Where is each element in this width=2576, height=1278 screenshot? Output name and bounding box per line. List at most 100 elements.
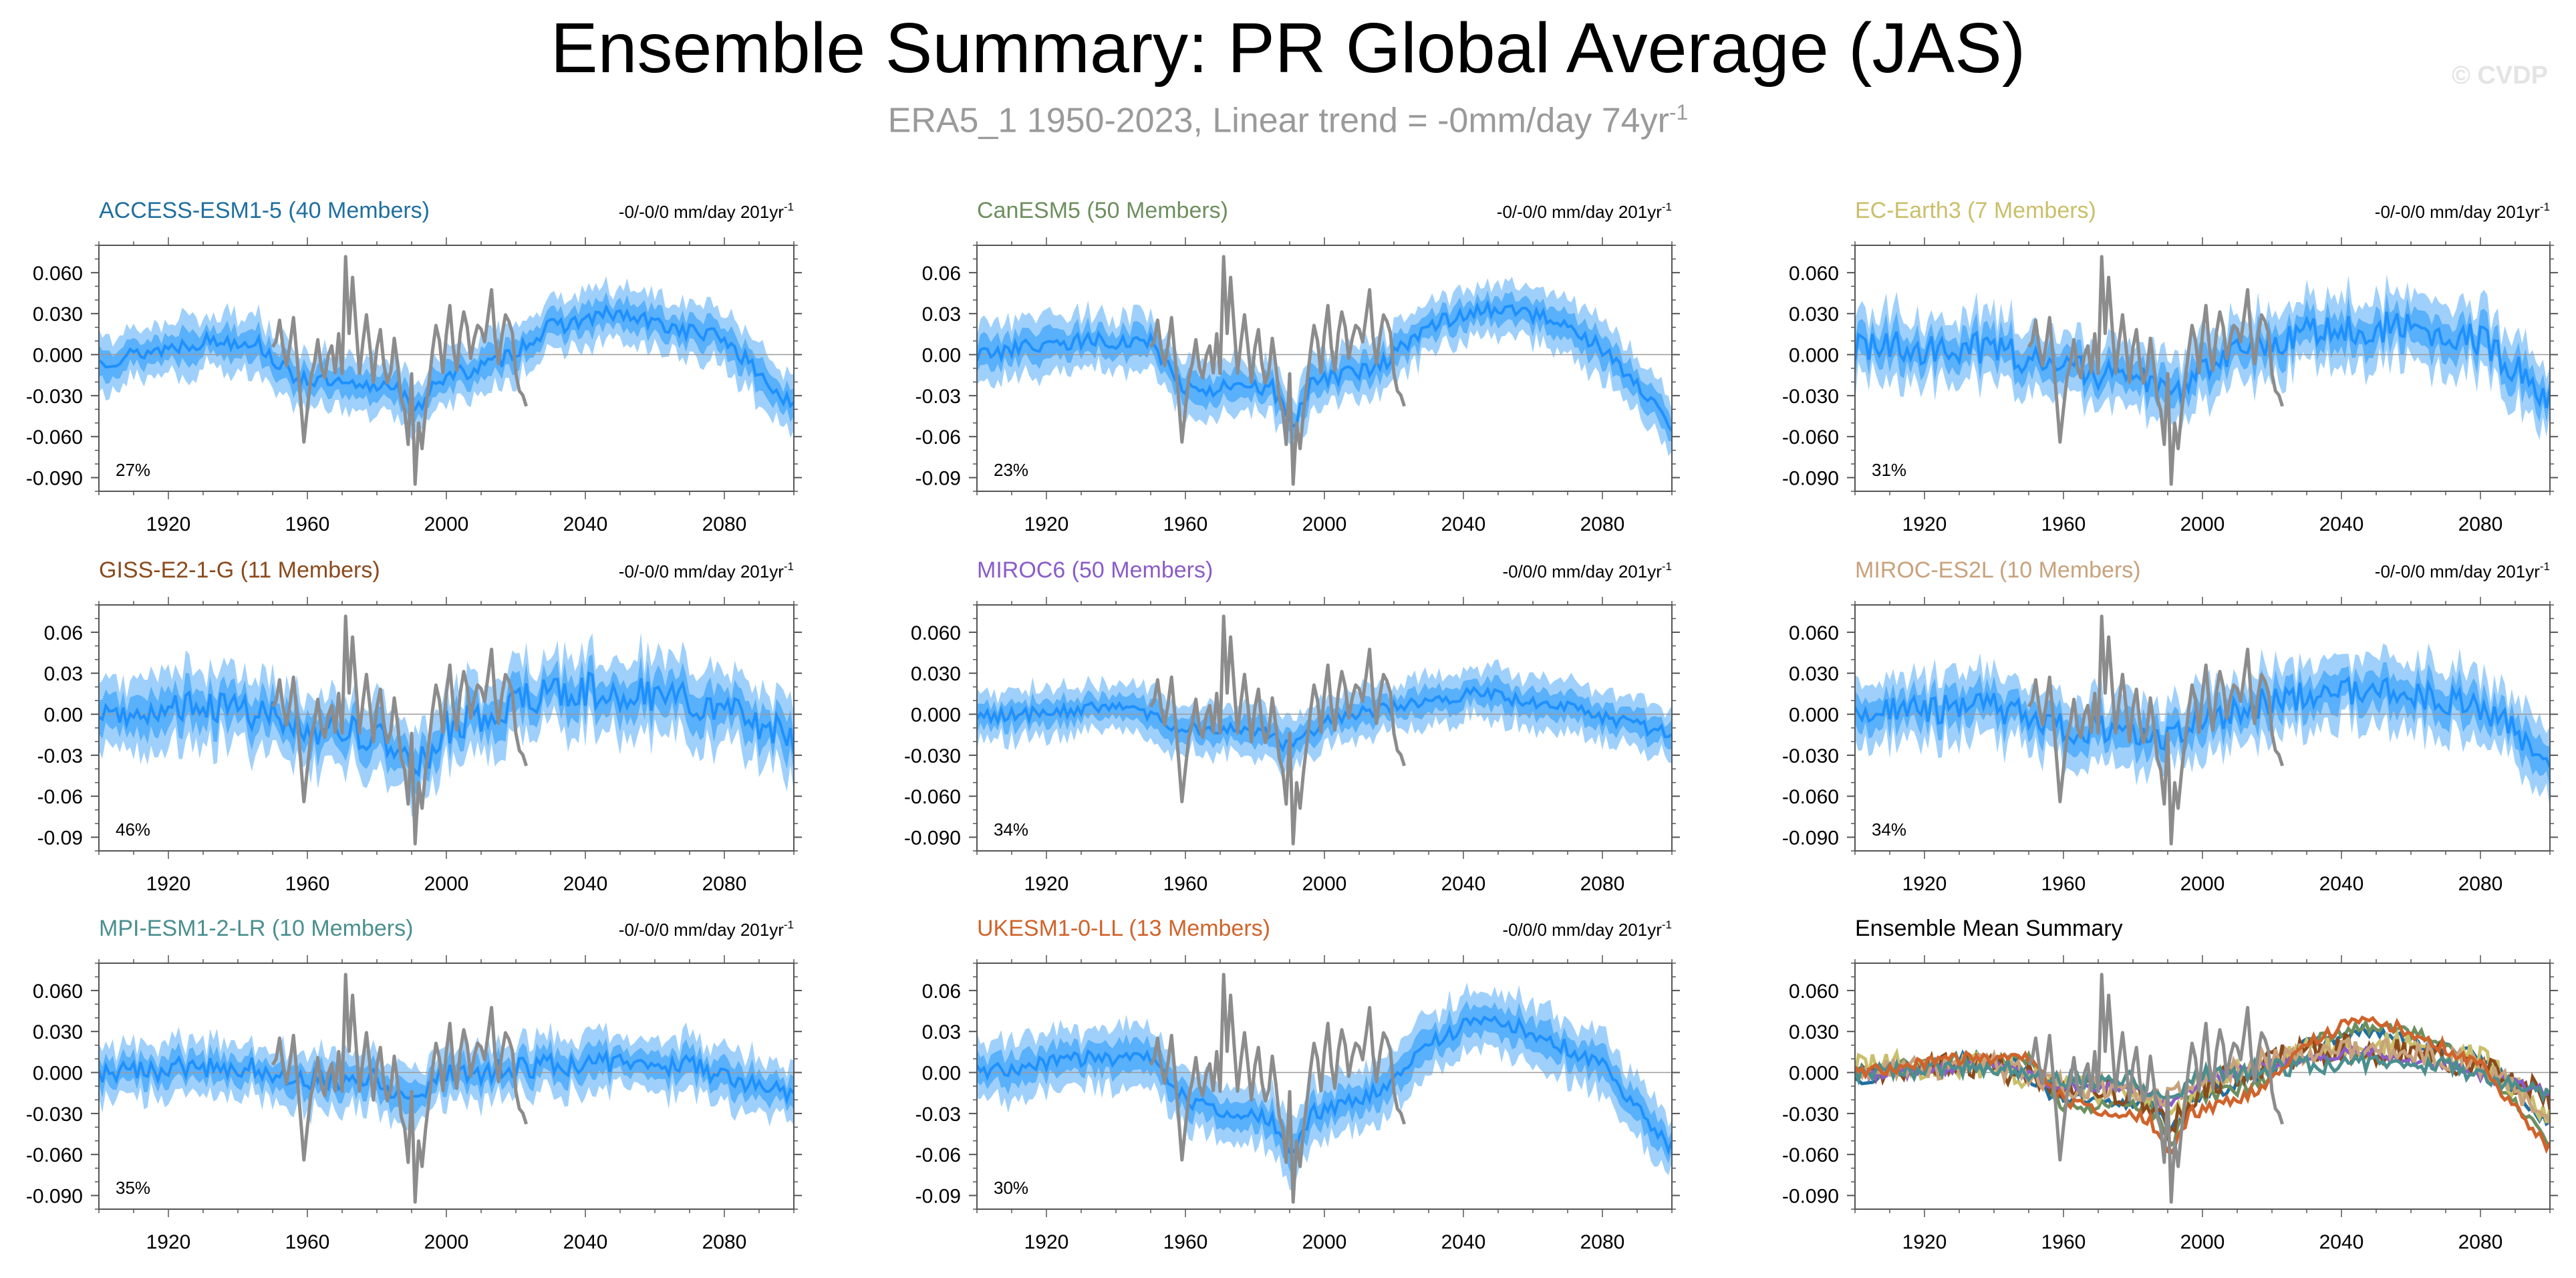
trend-label-text: -0/-0/0 mm/day 201yr [2375,202,2540,222]
y-tick-label: -0.030 [904,745,961,767]
panel-title: UKESM1-0-LL (13 Members) [977,916,1270,941]
x-tick-label: 1920 [1902,513,1947,535]
x-tick-label: 1920 [146,513,191,535]
y-tick-label: -0.09 [37,827,83,850]
chart-panel-mpi: MPI-ESM1-2-LR (10 Members) -0/-0/0 mm/day… [26,916,802,1253]
y-tick-label: 0.03 [922,303,961,326]
panel-title: Ensemble Mean Summary [1855,916,2123,941]
ensemble-inner-spread [99,291,794,426]
observed-line [1149,973,1406,1204]
chart-panel-summary: Ensemble Mean Summary -0.090 -0.060 -0.030 0… [1782,916,2558,1253]
x-tick-label: 1960 [2041,873,2086,895]
x-tick-label: 1920 [1024,1231,1069,1253]
y-tick-label: 0.000 [1789,1063,1839,1085]
ensemble-inner-spread [99,654,794,799]
y-tick-label: -0.09 [915,1186,961,1208]
trend-label: -0/-0/0 mm/day 201yr-1 [619,201,794,222]
trend-label-superscript: -1 [2540,201,2550,213]
plot-frame [98,245,795,492]
trend-label-text: -0/-0/0 mm/day 201yr [619,561,784,582]
plot-area [1855,614,2550,846]
panel-title: GISS-E2-1-G (11 Members) [99,557,380,583]
x-tick-label: 2040 [1441,873,1486,895]
observed-line [271,255,528,486]
plot-frame [1854,245,2551,492]
subtitle-superscript: -1 [1669,100,1689,124]
x-tick-label: 2080 [2458,513,2503,535]
y-tick-label: 0.00 [922,345,961,367]
plot-frame [976,245,1673,492]
y-tick-label: -0.06 [37,786,83,808]
page-title: Ensemble Summary: PR Global Average (JAS… [550,9,2026,88]
y-tick-label: 0.060 [33,981,83,1003]
y-tick-label: -0.03 [915,1104,961,1126]
y-tick-label: -0.090 [1782,827,1839,850]
panel-title: MPI-ESM1-2-LR (10 Members) [99,916,413,941]
x-tick-label: 1960 [285,513,330,535]
x-tick-label: 1960 [1163,1231,1208,1253]
ensemble-mean-line [99,1049,794,1105]
y-tick-label: 0.000 [911,705,961,727]
x-tick-label: 1960 [285,1231,330,1253]
plot-area [1855,255,2550,486]
x-tick-label: 2080 [1580,513,1625,535]
x-tick-label: 1920 [1024,513,1069,535]
chart-panel-ecearth: EC-Earth3 (7 Members) -0/-0/0 mm/day 201y… [1782,198,2558,535]
y-tick-label: -0.060 [1782,426,1839,449]
y-tick-label: 0.060 [911,622,961,644]
trend-label-text: -0/0/0 mm/day 201yr [1502,920,1662,940]
ensemble-mean-line [977,686,1672,753]
plot-frame [976,963,1673,1210]
y-tick-label: 0.030 [33,303,83,326]
y-tick-label: -0.090 [1782,1186,1839,1208]
y-tick-label: -0.060 [26,1144,83,1166]
observed-line [271,973,528,1204]
x-tick-label: 2040 [563,513,608,535]
panel-title: CanESM5 (50 Members) [977,198,1228,223]
trend-label: -0/-0/0 mm/day 201yr-1 [1497,201,1672,222]
x-tick-label: 2080 [2458,1231,2503,1253]
x-tick-label: 2040 [563,1231,608,1253]
y-tick-label: -0.06 [915,426,961,449]
y-tick-label: 0.030 [911,663,961,685]
plot-area [1855,973,2550,1204]
x-tick-label: 2040 [1441,1231,1486,1253]
x-tick-label: 2000 [2180,513,2225,535]
ensemble-outer-spread [99,276,794,440]
summary-line-MPI-ESM1-2-LR [1855,1050,2550,1104]
plot-frame [976,604,1673,852]
x-tick-label: 2040 [1441,513,1486,535]
x-tick-label: 1960 [1163,513,1208,535]
y-tick-label: -0.060 [26,426,83,449]
y-tick-label: 0.06 [922,263,961,285]
x-tick-label: 2080 [1580,1231,1625,1253]
summary-line-UKESM1-0-LL [1855,1015,2550,1155]
ensemble-mean-line [1855,676,2550,768]
subtitle-text: ERA5_1 1950-2023, Linear trend = -0mm/da… [887,101,1669,140]
percent-label: 34% [994,819,1028,840]
trend-label-text: -0/0/0 mm/day 201yr [1502,561,1662,582]
trend-label-text: -0/-0/0 mm/day 201yr [619,920,784,940]
x-tick-label: 2080 [2458,873,2503,895]
plot-area [977,973,1672,1204]
y-tick-label: -0.030 [1782,1104,1839,1126]
percent-label: 23% [994,460,1028,480]
x-tick-label: 2000 [424,513,469,535]
x-tick-label: 2000 [424,873,469,895]
x-tick-label: 2040 [2319,873,2364,895]
x-tick-label: 1920 [1902,873,1947,895]
y-tick-label: -0.090 [1782,468,1839,490]
y-tick-label: 0.00 [44,705,83,727]
y-tick-label: 0.030 [1789,303,1839,326]
panel-title: ACCESS-ESM1-5 (40 Members) [99,198,430,223]
ensemble-mean-line [1855,311,2550,408]
x-tick-label: 1920 [1902,1231,1947,1253]
observed-line [2027,973,2284,1204]
subtitle: ERA5_1 1950-2023, Linear trend = -0mm/da… [0,100,2576,140]
y-tick-label: -0.090 [26,468,83,490]
panel-title: MIROC-ES2L (10 Members) [1855,557,2141,583]
observed-line [1149,255,1406,486]
plot-area [99,255,794,486]
y-tick-label: -0.030 [1782,386,1839,408]
y-tick-label: 0.03 [922,1021,961,1043]
